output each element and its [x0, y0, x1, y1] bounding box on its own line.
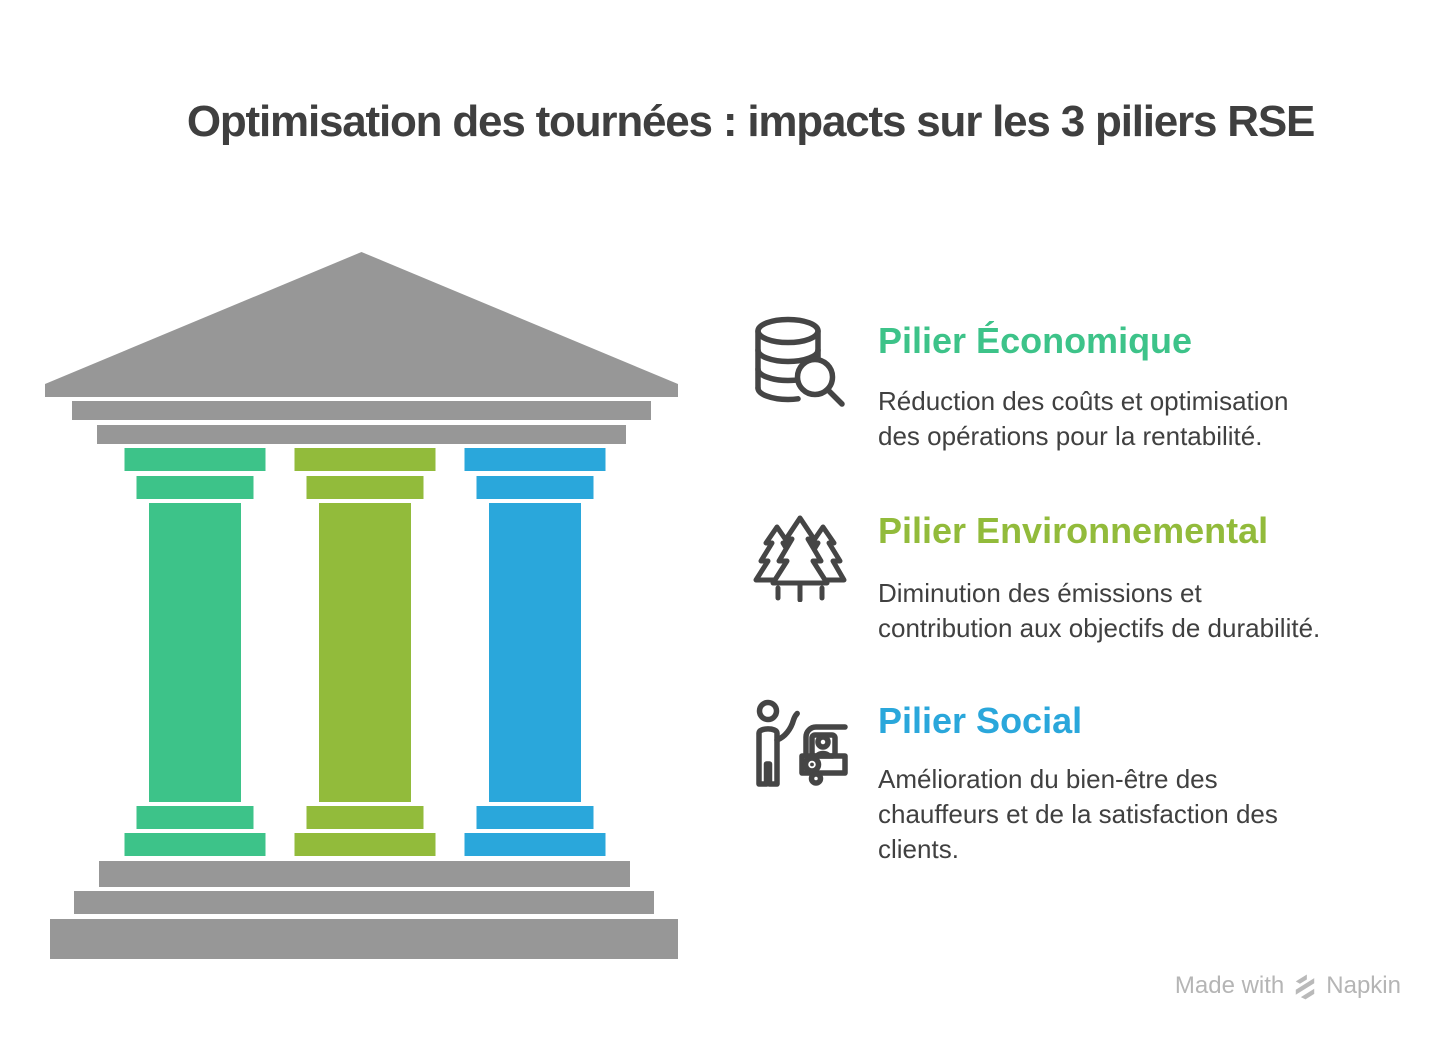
body-line: clients. — [878, 834, 959, 864]
made-with-napkin-attribution: Made with Napkin — [1175, 972, 1401, 1000]
section-body: Amélioration du bien-être des chauffeurs… — [878, 762, 1278, 867]
section-body: Diminution des émissions et contribution… — [878, 576, 1320, 646]
temple-step-bottom — [50, 919, 678, 959]
pillar-capital-top — [124, 448, 266, 471]
body-line: Réduction des coûts et optimisation — [878, 386, 1289, 416]
pillar-shaft — [489, 503, 581, 802]
pillar-shaft — [319, 503, 411, 802]
pillar-capital-top — [294, 448, 436, 471]
temple-step-middle — [74, 891, 654, 914]
database-search-icon — [755, 316, 845, 407]
section-body: Réduction des coûts et optimisation des … — [878, 384, 1288, 454]
pillar-base-bottom — [124, 833, 266, 856]
pillar-capital-top — [464, 448, 606, 471]
section-pilier-social: Pilier Social Amélioration du bien-être … — [748, 698, 1447, 888]
body-line: des opérations pour la rentabilité. — [878, 421, 1263, 451]
napkin-brand-label: Napkin — [1326, 972, 1401, 999]
pillar-capital-mid — [306, 476, 424, 499]
page-title: Optimisation des tournées : impacts sur … — [186, 97, 1315, 146]
body-line: Diminution des émissions et — [878, 578, 1202, 608]
section-heading: Pilier Social — [878, 700, 1083, 741]
made-with-label: Made with — [1174, 972, 1285, 999]
pillar-capital-mid — [476, 476, 594, 499]
pillar-capital-mid — [136, 476, 254, 499]
pillar-base-bottom — [464, 833, 606, 856]
pillar-base-mid — [136, 806, 254, 829]
pillar-economique — [124, 448, 266, 856]
napkin-logo-icon — [1296, 974, 1315, 1000]
pine-trees-icon — [753, 515, 847, 602]
pillar-social — [464, 448, 606, 856]
person-vehicle-icon — [756, 699, 848, 787]
body-line: contribution aux objectifs de durabilité… — [878, 613, 1321, 643]
pillar-base-mid — [476, 806, 594, 829]
temple-illustration — [45, 252, 678, 959]
section-heading: Pilier Économique — [878, 320, 1193, 361]
section-heading: Pilier Environnemental — [878, 510, 1269, 551]
pillar-shaft — [149, 503, 241, 802]
pillar-base-mid — [306, 806, 424, 829]
pillar-environnemental — [294, 448, 436, 856]
temple-architrave — [72, 401, 651, 420]
section-pilier-economique: Pilier Économique Réduction des coûts et… — [748, 314, 1447, 504]
pillar-base-bottom — [294, 833, 436, 856]
temple-step-top — [99, 861, 630, 887]
section-pilier-environnemental: Pilier Environnemental Diminution des ém… — [748, 510, 1447, 700]
temple-frieze — [97, 425, 626, 444]
temple-pediment — [45, 252, 678, 397]
body-line: Amélioration du bien-être des — [878, 764, 1218, 794]
body-line: chauffeurs et de la satisfaction des — [878, 799, 1278, 829]
